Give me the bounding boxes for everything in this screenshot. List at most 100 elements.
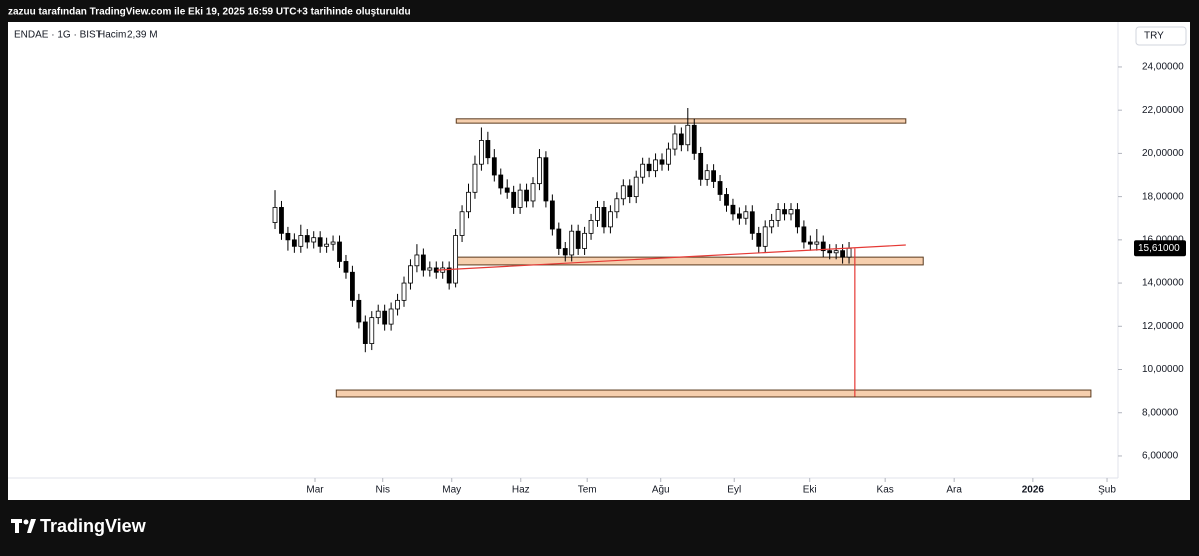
candle-body — [466, 191, 471, 213]
candle-body — [504, 187, 510, 193]
candle-body — [401, 282, 407, 301]
x-tick-label: Ara — [946, 485, 962, 496]
last-price-box — [1134, 240, 1186, 257]
x-tick-label: Mar — [306, 485, 324, 496]
y-tick-label: 20,00000 — [1142, 148, 1184, 159]
candle-body — [795, 209, 800, 228]
candle-body — [517, 189, 523, 208]
candle-body — [582, 232, 588, 249]
candle-body — [775, 209, 781, 221]
candle-body — [685, 124, 691, 146]
candle-body — [356, 299, 362, 323]
candle-body — [711, 170, 717, 182]
x-tick-label: May — [442, 485, 461, 496]
candle-body — [608, 211, 613, 228]
candle-body — [317, 237, 323, 247]
zone — [335, 389, 1092, 398]
candle-body — [453, 235, 459, 284]
candle-body — [717, 181, 723, 195]
candle-body — [498, 174, 504, 189]
volume: 2,39 M — [127, 30, 158, 41]
y-tick-label: 24,00000 — [1142, 62, 1184, 73]
candle-body — [337, 241, 342, 262]
candle-body — [633, 176, 639, 198]
candle-body — [762, 226, 768, 247]
candle-body — [749, 211, 755, 234]
x-tick-label: Şub — [1098, 485, 1116, 496]
candle-body — [782, 209, 787, 215]
candle-body — [666, 148, 671, 165]
candle-body — [788, 209, 794, 215]
candle-body — [562, 248, 568, 256]
candle-body — [640, 163, 646, 178]
candle-body — [833, 250, 839, 254]
candle-body — [569, 230, 575, 256]
y-tick-label: 10,00000 — [1142, 364, 1184, 375]
zone — [455, 118, 907, 124]
candle-body — [330, 241, 336, 245]
candle-body — [801, 226, 807, 243]
currency[interactable]: TRY — [1144, 31, 1164, 42]
x-tick-label: 2026 — [1022, 485, 1045, 496]
candle-body — [395, 299, 400, 310]
x-tick-label: Haz — [512, 485, 530, 496]
candle-body — [414, 254, 420, 267]
candle-body — [672, 133, 678, 150]
candle-body — [537, 157, 542, 185]
brand-logo — [11, 519, 36, 533]
candle-body — [614, 198, 620, 213]
y-tick-label: 8,00000 — [1142, 407, 1179, 418]
y-tick-label: 14,00000 — [1142, 278, 1184, 289]
candle-body — [575, 230, 581, 249]
y-tick-label: 16,00000 — [1142, 234, 1184, 245]
candle-body — [491, 157, 497, 176]
candle-body — [820, 241, 826, 252]
symbol: ENDAE · 1G · BIST — [14, 30, 102, 41]
candle-body — [556, 228, 562, 249]
candle-body — [730, 204, 736, 215]
candle-body — [601, 207, 607, 228]
candle-body — [769, 219, 775, 228]
candle-body — [304, 235, 310, 243]
brand: TradingView — [40, 516, 147, 536]
candle-body — [343, 261, 349, 273]
candle-body — [840, 250, 845, 258]
banner: zazuu tarafından TradingView.com ile Eki… — [8, 7, 411, 18]
volume-label: Hacim — [98, 30, 126, 41]
candle-body — [588, 219, 594, 234]
y-tick-label: 12,00000 — [1142, 321, 1184, 332]
y-tick-label: 22,00000 — [1142, 105, 1184, 116]
candle-body — [382, 310, 388, 325]
x-tick-label: Eyl — [727, 485, 741, 496]
candle-body — [427, 267, 433, 271]
candle-body — [743, 211, 749, 219]
candle-body — [691, 124, 697, 154]
candle-body — [272, 207, 278, 223]
candle-body — [814, 241, 820, 245]
candle-body — [472, 163, 478, 193]
candle-body — [524, 189, 529, 202]
candle-body — [388, 308, 394, 325]
candle-body — [420, 254, 426, 271]
candle-body — [659, 159, 665, 165]
candle-body — [350, 271, 355, 301]
candle-body — [653, 159, 658, 172]
candle-body — [479, 140, 484, 165]
x-tick-label: Nis — [376, 485, 390, 496]
candle-body — [646, 163, 652, 172]
y-tick-label: 18,00000 — [1142, 191, 1184, 202]
currency-box[interactable] — [1135, 26, 1187, 46]
candle-body — [846, 247, 852, 258]
candle-body — [530, 183, 536, 202]
candle-body — [827, 250, 833, 254]
candle-body — [549, 200, 555, 230]
candle-body — [446, 267, 452, 284]
zone — [455, 256, 924, 266]
candle-body — [369, 317, 375, 344]
x-tick-label: Kas — [877, 485, 894, 496]
candle-body — [285, 232, 291, 241]
candle-body — [311, 237, 317, 243]
candle-body — [291, 239, 297, 247]
candle-body — [408, 265, 413, 284]
candle-body — [362, 321, 368, 344]
